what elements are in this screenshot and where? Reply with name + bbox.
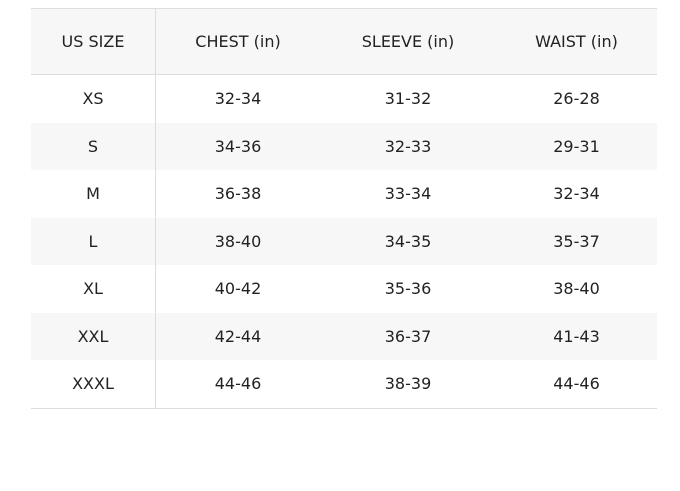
table-cell: 31-32: [384, 89, 432, 109]
table-row: XXXL 44-46 38-39 44-46: [31, 360, 657, 408]
table-cell: 40-42: [214, 279, 262, 299]
table-cell: 33-34: [384, 184, 432, 204]
table-cell: XXXL: [31, 360, 156, 408]
table-cell: 44-46: [553, 374, 600, 394]
table-cell: XL: [31, 265, 156, 313]
table-row: L 38-40 34-35 35-37: [31, 217, 657, 265]
table-cell: 38-40: [553, 279, 600, 299]
table-row: XL 40-42 35-36 38-40: [31, 265, 657, 313]
table-cell: 34-36: [155, 122, 320, 170]
table-cell: 44-46: [214, 374, 262, 394]
table-cell: 42-44: [155, 312, 320, 360]
table-cell: XS: [31, 74, 156, 123]
table-cell: 38-40: [155, 217, 320, 265]
table-row: XXL 42-44 36-37 41-43: [31, 312, 657, 360]
size-chart-table: US SIZE CHEST (in) SLEEVE (in) WAIST (in) X…: [31, 8, 657, 409]
table-cell: 41-43: [496, 312, 657, 360]
table-cell: L: [31, 217, 156, 265]
table-cell: XXL: [31, 312, 156, 360]
table-cell: 32-34: [214, 89, 262, 109]
table-cell: 32-34: [553, 184, 600, 204]
table-row: S 34-36 32-33 29-31: [31, 122, 657, 170]
table-cell: 35-36: [384, 279, 432, 299]
table-cell: 26-28: [553, 89, 600, 109]
table-cell: 36-38: [214, 184, 262, 204]
column-header: US SIZE: [31, 8, 156, 75]
table-cell: 29-31: [496, 122, 657, 170]
table-cell: 38-39: [384, 374, 432, 394]
column-header: WAIST (in): [496, 8, 657, 75]
column-header: SLEEVE (in): [320, 8, 496, 75]
table-cell: 35-37: [496, 217, 657, 265]
table-cell: S: [31, 122, 156, 170]
header-row: US SIZE CHEST (in) SLEEVE (in) WAIST (in): [31, 8, 657, 75]
table-cell: 32-33: [320, 122, 496, 170]
table-cell: 34-35: [320, 217, 496, 265]
table-row: M 36-38 33-34 32-34: [31, 170, 657, 218]
table-cell: 36-37: [320, 312, 496, 360]
column-header: CHEST (in): [155, 8, 320, 75]
table-row: XS 32-34 31-32 26-28: [31, 74, 657, 123]
table-cell: M: [31, 170, 156, 218]
